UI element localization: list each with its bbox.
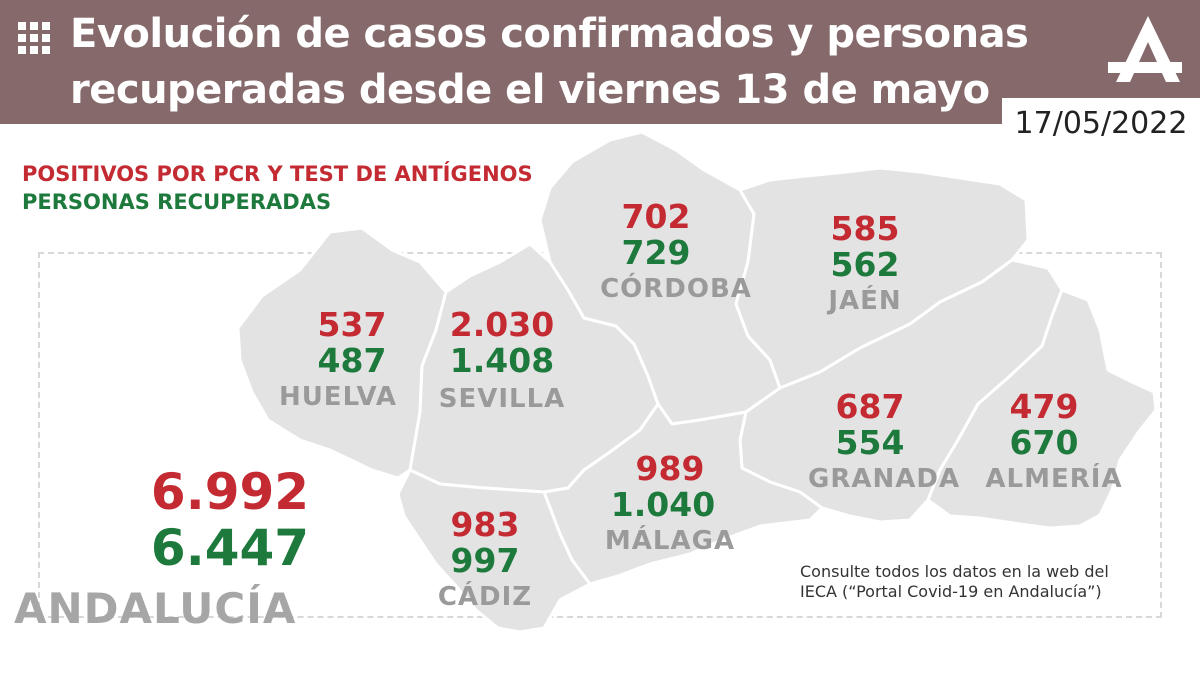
page-title: Evolución de casos confirmados y persona… (70, 11, 1029, 113)
cordoba-recovered: 729 (621, 233, 691, 272)
malaga-name: MÁLAGA (604, 526, 736, 556)
cadiz-recovered: 997 (450, 541, 520, 580)
total-recovered: 6.447 (150, 519, 310, 577)
almeria-positives: 479 (1009, 387, 1079, 426)
province-granada: 687 554 GRANADA (808, 390, 961, 496)
date-label: 17/05/2022 (1002, 98, 1200, 148)
source-note: Consulte todos los datos en la web del I… (800, 562, 1109, 601)
malaga-positives: 989 (635, 449, 705, 488)
huelva-positives: 537 (317, 305, 387, 344)
cadiz-name: CÁDIZ (437, 582, 533, 612)
grid-icon (18, 22, 50, 54)
cordoba-positives: 702 (621, 197, 691, 236)
granada-positives: 687 (835, 387, 905, 426)
jaen-name: JAÉN (828, 286, 902, 316)
region-totals: 6.992 6.447 (120, 464, 340, 576)
almeria-recovered: 670 (1009, 423, 1079, 462)
cordoba-name: CÓRDOBA (600, 274, 752, 304)
region-cadiz (396, 468, 592, 634)
jaen-positives: 585 (830, 209, 900, 248)
malaga-recovered: 1.040 (610, 485, 716, 524)
province-cordoba: 702 729 CÓRDOBA (596, 200, 756, 306)
sevilla-recovered: 1.408 (449, 341, 555, 380)
huelva-name: HUELVA (278, 382, 398, 412)
legend-positives: POSITIVOS POR PCR Y TEST DE ANTÍGENOS (22, 162, 533, 186)
huelva-recovered: 487 (317, 341, 387, 380)
legend-recovered: PERSONAS RECUPERADAS (22, 190, 332, 214)
province-malaga: 989 1.040 MÁLAGA (600, 452, 740, 558)
region-almeria (926, 288, 1158, 530)
region-name: ANDALUCÍA (14, 584, 297, 633)
province-sevilla: 2.030 1.408 SEVILLA (432, 308, 572, 416)
cadiz-positives: 983 (450, 505, 520, 544)
andalucia-logo-icon (1108, 16, 1182, 82)
header-bar: Evolución de casos confirmados y persona… (0, 0, 1200, 124)
province-huelva: 537 487 HUELVA (279, 305, 412, 414)
province-cadiz: 983 997 CÁDIZ (430, 508, 540, 614)
sevilla-name: SEVILLA (438, 384, 566, 414)
total-positives: 6.992 (150, 463, 310, 521)
sevilla-positives: 2.030 (449, 305, 555, 344)
almeria-name: ALMERÍA (985, 464, 1123, 494)
jaen-recovered: 562 (830, 245, 900, 284)
granada-name: GRANADA (808, 464, 961, 494)
province-almeria: 479 670 ALMERÍA (984, 390, 1124, 496)
granada-recovered: 554 (835, 423, 905, 462)
province-jaen: 585 562 JAÉN (810, 212, 920, 318)
region-malaga (542, 402, 824, 586)
